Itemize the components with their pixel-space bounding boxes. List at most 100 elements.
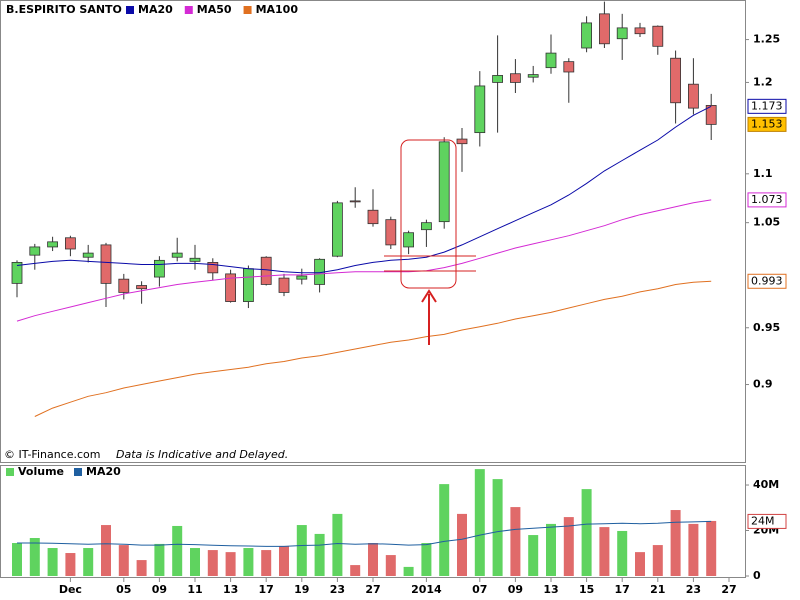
- candle-body: [278, 277, 290, 293]
- last-value-label: 24M: [751, 514, 775, 527]
- volume-bar: [314, 533, 325, 576]
- x-tick-label: 21: [650, 583, 665, 596]
- candle-body: [509, 73, 521, 83]
- y-tick-label: 0: [753, 569, 761, 582]
- volume-bar: [12, 543, 22, 576]
- volume-bar: [368, 543, 378, 576]
- x-tick-label: 23: [686, 583, 701, 596]
- y-tick-label: 1.25: [753, 33, 780, 46]
- x-tick-label: 27: [721, 583, 736, 596]
- x-tick-label: 23: [330, 583, 345, 596]
- volume-bar: [350, 565, 361, 576]
- volume-bar: [154, 543, 165, 576]
- candle-body: [207, 262, 219, 274]
- candle-body: [492, 75, 504, 83]
- candle-body: [367, 209, 379, 225]
- candle-body: [456, 138, 468, 145]
- x-tick-label: 27: [365, 583, 380, 596]
- volume-bar: [65, 553, 76, 576]
- legend-swatch: [6, 468, 14, 476]
- y-tick-label: 1.05: [753, 216, 780, 229]
- volume-bar: [136, 560, 147, 576]
- candle-body: [670, 57, 681, 104]
- last-value-box: [747, 192, 787, 208]
- candle-body: [688, 83, 699, 109]
- y-tick-label: 0.9: [753, 378, 773, 391]
- volume-bar: [261, 550, 272, 576]
- candle-body: [527, 74, 539, 78]
- volume-bar: [207, 550, 218, 576]
- legend-label: MA20: [138, 3, 173, 16]
- candle-body: [349, 200, 361, 203]
- candle-body: [581, 22, 592, 49]
- x-tick-label: 13: [223, 583, 238, 596]
- candle-body: [652, 25, 664, 47]
- y-tick-label: 0.95: [753, 321, 780, 334]
- candle-body: [11, 262, 23, 284]
- candle-body: [118, 278, 130, 293]
- candle-body: [189, 257, 201, 262]
- last-value-box: [747, 116, 787, 132]
- candle-body: [331, 202, 343, 257]
- volume-bar: [101, 525, 111, 576]
- volume-bar: [190, 548, 200, 576]
- x-tick-label: 2014: [411, 583, 442, 596]
- last-value-box: [747, 273, 787, 289]
- last-value-label: 1.073: [751, 193, 783, 206]
- x-tick-label: 17: [259, 583, 274, 596]
- candle-body: [420, 222, 432, 231]
- candle-body: [705, 105, 717, 125]
- highlight-box: [400, 139, 457, 289]
- marks: 0.9 0.95 1.05 1.1 1.2 1.25 B.ESPIRITO SANTO MA2…: [4, 1, 787, 596]
- candle-body: [47, 241, 58, 248]
- volume-bar: [688, 523, 699, 576]
- candle-body: [225, 273, 237, 302]
- legend-label: MA50: [197, 3, 232, 16]
- legend-label: MA20: [86, 465, 121, 478]
- volume-bar: [118, 545, 129, 576]
- volume-bar: [385, 555, 396, 576]
- candle-body: [474, 85, 486, 134]
- legend-swatch: [74, 468, 82, 476]
- candle-body: [65, 237, 76, 250]
- candle-body: [171, 252, 183, 258]
- candle-body: [563, 61, 575, 73]
- x-tick-label: 09: [508, 583, 523, 596]
- volume-bar: [546, 523, 556, 576]
- candle-body: [153, 259, 165, 278]
- volume-bar: [47, 548, 58, 576]
- last-value-label: 1.153: [751, 117, 783, 130]
- volume-bar: [439, 484, 450, 576]
- volume-bar: [296, 525, 307, 576]
- volume-bar: [474, 469, 485, 576]
- candle-body: [545, 52, 557, 69]
- volume-bar: [652, 545, 663, 576]
- y-tick-label: 1.1: [753, 167, 773, 180]
- volume-bar: [29, 538, 40, 576]
- candle-body: [100, 244, 112, 284]
- legend-swatch: [126, 6, 134, 14]
- price-panel: [0, 0, 746, 463]
- line: [16, 105, 712, 274]
- y-tick-label: 1.2: [753, 75, 773, 88]
- volume-bar: [670, 510, 681, 576]
- volume-bar: [635, 552, 645, 576]
- x-tick-label: 15: [579, 583, 594, 596]
- candle-body: [438, 141, 450, 223]
- volume-bar: [332, 513, 343, 576]
- last-value-label: 0.993: [751, 274, 783, 287]
- candle-body: [599, 13, 610, 45]
- volume-bar: [457, 513, 467, 576]
- volume-bar: [599, 527, 610, 576]
- annotation: [384, 139, 476, 345]
- volume-bar: [243, 548, 254, 576]
- legend-swatch: [184, 6, 193, 14]
- disclaimer: Data is Indicative and Delayed.: [116, 448, 288, 461]
- legend-label: Volume: [18, 465, 64, 478]
- x-tick-label: 07: [472, 583, 487, 596]
- candle-body: [260, 256, 272, 285]
- volume-bar: [225, 552, 236, 576]
- legend-label: MA100: [256, 3, 299, 16]
- x-tick-label: 11: [187, 583, 202, 596]
